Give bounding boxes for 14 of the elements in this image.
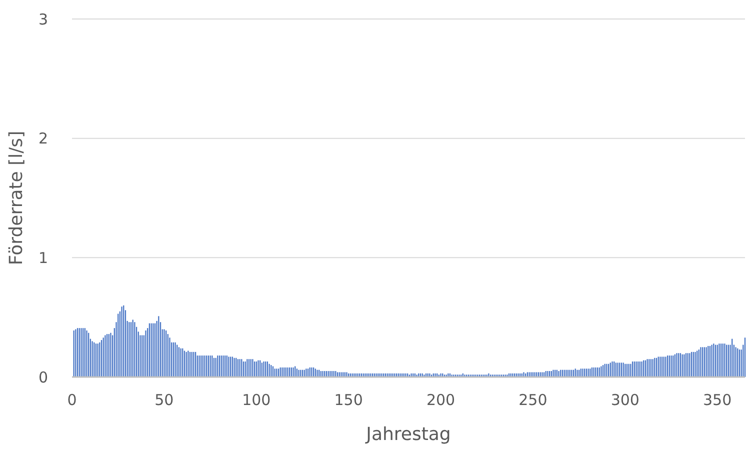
- x-axis-title: Jahrestag: [365, 424, 451, 445]
- y-tick-label: 1: [38, 248, 48, 267]
- x-tick-label: 300: [610, 391, 640, 409]
- x-tick-label: 0: [67, 391, 77, 409]
- x-tick-label: 250: [518, 391, 548, 409]
- y-tick-label: 0: [38, 368, 48, 386]
- x-tick-label: 200: [426, 391, 456, 409]
- x-tick-label: 350: [703, 391, 732, 409]
- x-tick-label: 50: [154, 391, 174, 409]
- x-tick-label: 100: [242, 391, 271, 409]
- y-tick-label: 3: [38, 10, 48, 28]
- y-tick-label: 2: [38, 130, 48, 148]
- y-axis-title: Förderrate [l/s]: [6, 130, 27, 266]
- x-tick-label: 150: [334, 391, 363, 409]
